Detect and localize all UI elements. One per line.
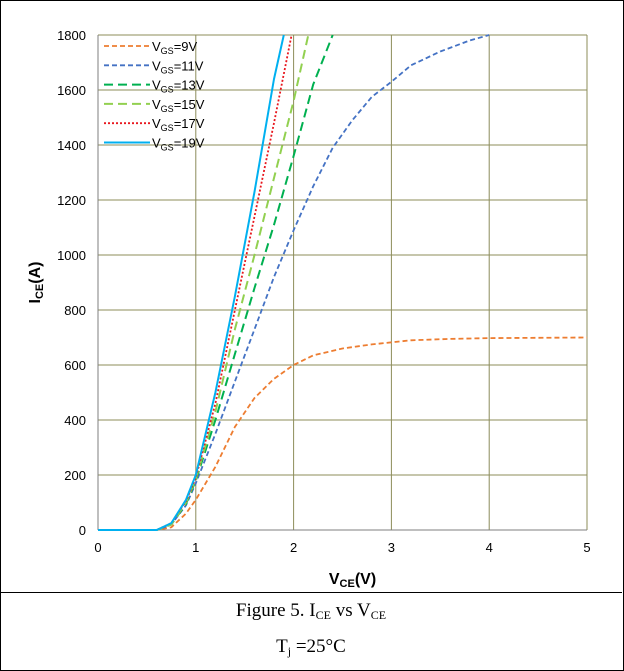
- caption-text: vs V: [330, 600, 371, 621]
- x-tick-label: 5: [583, 540, 590, 555]
- y-tick-label: 800: [64, 303, 86, 318]
- caption-text: T: [276, 636, 288, 657]
- legend-entry: VGS=13V: [152, 78, 205, 95]
- chart-legend: VGS=9V VGS=11V VGS=13V VGS=15V VGS=17V VGS=19…: [104, 39, 205, 153]
- y-tick-label: 1800: [57, 28, 86, 43]
- legend-entry: VGS=17V: [152, 116, 205, 133]
- caption-text: =25°C: [291, 636, 346, 657]
- y-axis-title: ICE(A): [27, 262, 46, 304]
- caption-subscript: j: [287, 644, 292, 658]
- x-tick-label: 2: [290, 540, 297, 555]
- legend-entry: VGS=15V: [152, 97, 205, 114]
- series-line: [98, 34, 310, 531]
- y-tick-label: 1600: [57, 83, 86, 98]
- temperature-caption: Tj =25°C: [0, 636, 622, 659]
- x-axis-title: VCE(V): [329, 571, 376, 590]
- legend-entry: VGS=19V: [152, 136, 205, 153]
- caption-subscript: CE: [315, 608, 331, 622]
- y-tick-label: 200: [64, 468, 86, 483]
- legend-entry: VGS=11V: [152, 58, 204, 75]
- caption-subscript: CE: [370, 608, 387, 622]
- x-tick-label: 4: [486, 540, 493, 555]
- series-line: [98, 34, 285, 531]
- caption-divider: [0, 592, 622, 593]
- caption-text: Figure 5. I: [235, 600, 316, 621]
- series-line: [98, 336, 587, 531]
- x-tick-label: 3: [388, 540, 395, 555]
- y-tick-label: 1200: [57, 193, 86, 208]
- y-tick-label: 1400: [57, 138, 86, 153]
- y-tick-label: 1000: [57, 248, 86, 263]
- y-tick-label: 600: [64, 358, 86, 373]
- x-tick-label: 0: [94, 540, 101, 555]
- series-line: [98, 34, 293, 531]
- figure-caption: Figure 5. ICE vs VCE: [0, 600, 622, 623]
- y-tick-label: 0: [79, 523, 86, 538]
- ice-vs-vce-chart: 0 200 400 600 800 1000 1200 1400 1600 1800 0 1 2 3 4 5 V…: [27, 28, 591, 590]
- x-tick-label: 1: [192, 540, 199, 555]
- legend-entry: VGS=9V: [152, 39, 198, 56]
- y-tick-label: 400: [64, 413, 86, 428]
- series-line: [98, 34, 334, 531]
